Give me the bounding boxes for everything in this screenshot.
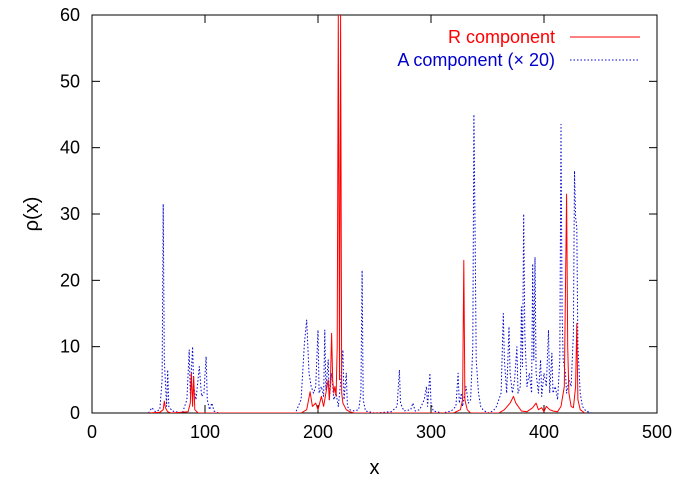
y-tick-label: 60 bbox=[60, 5, 80, 25]
x-tick-label: 0 bbox=[87, 422, 97, 442]
series-a-component-line bbox=[148, 114, 592, 413]
x-tick-label: 500 bbox=[642, 422, 672, 442]
legend-label-r-component: R component bbox=[448, 27, 555, 47]
y-tick-label: 30 bbox=[60, 204, 80, 224]
x-tick-label: 400 bbox=[529, 422, 559, 442]
series-r-component-line bbox=[148, 15, 585, 413]
x-axis-label: x bbox=[370, 457, 380, 479]
x-tick-label: 200 bbox=[303, 422, 333, 442]
y-tick-label: 20 bbox=[60, 270, 80, 290]
y-tick-label: 50 bbox=[60, 71, 80, 91]
y-axis-label: ρ(x) bbox=[21, 197, 43, 232]
x-tick-label: 300 bbox=[416, 422, 446, 442]
series-layer bbox=[148, 15, 592, 413]
y-tick-label: 10 bbox=[60, 337, 80, 357]
legend: R component A component (× 20) bbox=[397, 27, 640, 70]
x-tick-label: 100 bbox=[190, 422, 220, 442]
axis-ticks: 0 100 200 300 400 500 0 10 20 30 40 50 60 bbox=[60, 5, 672, 442]
y-tick-label: 0 bbox=[70, 403, 80, 423]
y-tick-label: 40 bbox=[60, 138, 80, 158]
legend-label-a-component: A component (× 20) bbox=[397, 50, 555, 70]
